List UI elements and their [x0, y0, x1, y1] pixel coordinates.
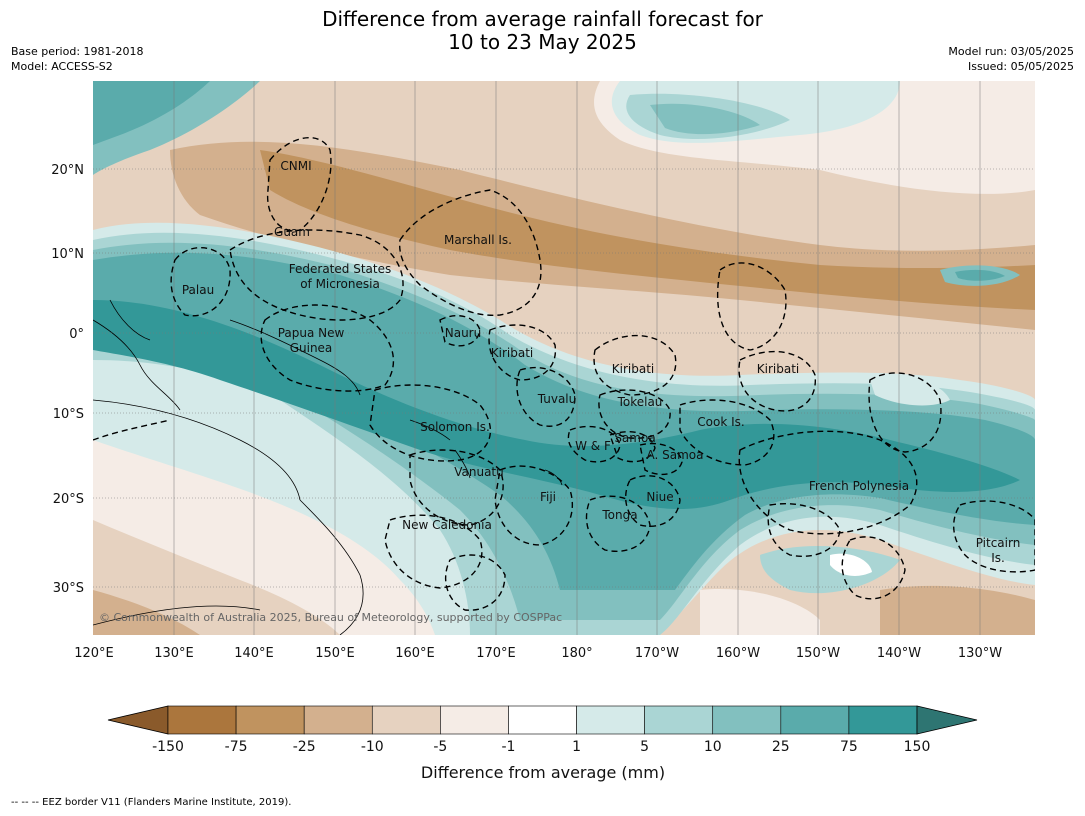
- colorbar-segment: [576, 705, 645, 735]
- place-label: A. Samoa: [647, 448, 704, 462]
- colorbar-tick-label: 75: [840, 739, 858, 755]
- place-label: Is.: [991, 551, 1005, 565]
- colorbar-segment: [371, 705, 441, 735]
- colorbar-tick-label: -75: [225, 739, 248, 755]
- place-label: Fiji: [540, 490, 556, 504]
- title-line-2: 10 to 23 May 2025: [448, 30, 637, 54]
- colorbar-tick-label: -10: [361, 739, 384, 755]
- colorbar-segment: [440, 705, 509, 735]
- rainfall-field: [93, 81, 1035, 635]
- colorbar-tick-label: 5: [640, 739, 649, 755]
- colorbar-segment: [848, 705, 918, 735]
- colorbar-tick-label: -5: [433, 739, 447, 755]
- lon-label: 140°E: [234, 646, 274, 661]
- latitude-labels: 20°N 10°N 0° 10°S 20°S 30°S: [51, 163, 84, 596]
- colorbar-tick-label: 10: [704, 739, 722, 755]
- lon-label: 160°E: [395, 646, 435, 661]
- place-label: Kiribati: [612, 362, 654, 376]
- place-label: Vanuatu: [454, 465, 504, 479]
- lon-label: 170°W: [635, 646, 679, 661]
- colorbar-segment: [644, 705, 714, 735]
- lon-label: 140°W: [877, 646, 921, 661]
- place-label: Palau: [182, 283, 214, 297]
- colorbar-segment: [303, 705, 373, 735]
- colorbar-segment: [780, 705, 850, 735]
- lon-label: 130°E: [154, 646, 194, 661]
- lat-label: 20°S: [53, 492, 84, 507]
- place-label: Guam: [274, 225, 310, 239]
- colorbar: -150 -75 -25 -10 -5 -1 1 5 10 25 75 150: [107, 705, 978, 755]
- lat-label: 20°N: [51, 163, 84, 178]
- place-label: of Micronesia: [300, 277, 380, 291]
- colorbar-tick-label: -1: [501, 739, 515, 755]
- place-label: Federated States: [289, 262, 391, 276]
- place-label: New Caledonia: [402, 518, 492, 532]
- place-label: Tuvalu: [537, 392, 577, 406]
- lon-label: 180°: [561, 646, 592, 661]
- place-label: Pitcairn: [976, 536, 1021, 550]
- place-label: Guinea: [290, 341, 333, 355]
- place-label: Papua New: [278, 326, 345, 340]
- colorbar-tick-label: 150: [904, 739, 931, 755]
- place-label: Kiribati: [757, 362, 799, 376]
- colorbar-tick-label: 1: [572, 739, 581, 755]
- place-label: Niue: [646, 490, 673, 504]
- issued-date: Issued: 05/05/2025: [967, 60, 1074, 73]
- lon-label: 150°W: [796, 646, 840, 661]
- colorbar-segment: [167, 705, 237, 735]
- place-label: Marshall Is.: [444, 233, 512, 247]
- colorbar-segment: [712, 705, 782, 735]
- lon-label: 170°E: [476, 646, 516, 661]
- meta-right: Model run: 03/05/2025 Issued: 05/05/2025: [948, 44, 1074, 74]
- meta-left: Base period: 1981-2018 Model: ACCESS-S2: [11, 44, 143, 74]
- colorbar-segment: [508, 705, 577, 735]
- colorbar-tick-label: 25: [772, 739, 790, 755]
- coastlines: [93, 299, 563, 635]
- lat-label: 10°S: [53, 407, 84, 422]
- eez-borders: [93, 136, 1035, 611]
- colorbar-tick-label: -150: [152, 739, 184, 755]
- map-title: Difference from average rainfall forecas…: [0, 8, 1085, 54]
- lat-label: 10°N: [51, 247, 84, 262]
- lat-label: 30°S: [53, 581, 84, 596]
- colorbar-title: Difference from average (mm): [421, 763, 665, 782]
- place-label: Samoa: [614, 431, 655, 445]
- place-label: Nauru: [445, 326, 481, 340]
- colorbar-tick-label: -25: [293, 739, 316, 755]
- title-line-1: Difference from average rainfall forecas…: [322, 7, 763, 31]
- copyright-notice: © Commonwealth of Australia 2025, Bureau…: [99, 611, 562, 624]
- lon-label: 160°W: [716, 646, 760, 661]
- colorbar-extend-high: [916, 705, 978, 735]
- place-label: Cook Is.: [697, 415, 744, 429]
- graticule: [93, 81, 1035, 635]
- lon-label: 130°W: [958, 646, 1002, 661]
- place-label: Kiribati: [491, 346, 533, 360]
- place-label: French Polynesia: [809, 479, 909, 493]
- place-label: CNMI: [280, 159, 311, 173]
- model-run: Model run: 03/05/2025: [948, 45, 1074, 58]
- model-name: Model: ACCESS-S2: [11, 60, 113, 73]
- lon-label: 120°E: [74, 646, 114, 661]
- place-label: Tonga: [601, 508, 637, 522]
- base-period: Base period: 1981-2018: [11, 45, 144, 58]
- colorbar-segment: [235, 705, 305, 735]
- place-label: W & F: [575, 439, 611, 453]
- lat-label: 0°: [69, 327, 84, 342]
- longitude-labels: 120°E 130°E 140°E 150°E 160°E 170°E 180°…: [74, 646, 1002, 661]
- colorbar-extend-low: [107, 705, 169, 735]
- lon-label: 150°E: [315, 646, 355, 661]
- eez-footnote: -- -- -- EEZ border V11 (Flanders Marine…: [11, 797, 292, 808]
- place-label: Solomon Is.: [420, 420, 490, 434]
- place-labels: CNMI Guam Marshall Is. Federated States …: [182, 159, 1020, 565]
- place-label: Tokelau: [617, 395, 663, 409]
